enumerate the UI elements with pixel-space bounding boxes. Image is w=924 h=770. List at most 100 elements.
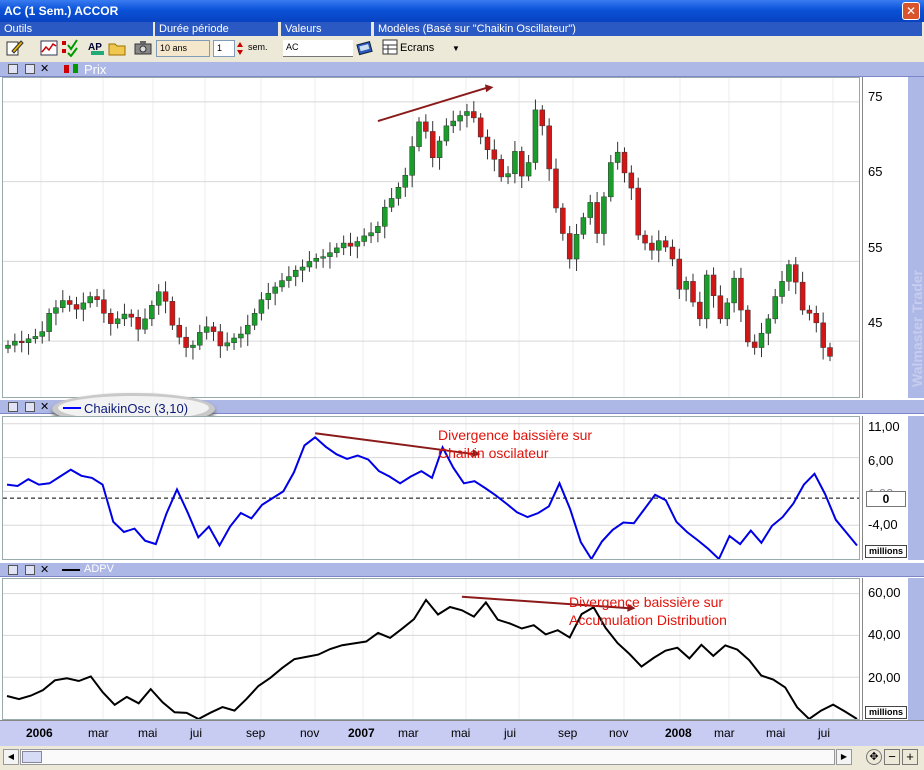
panel-restore-icon[interactable] — [25, 565, 35, 575]
candle-body — [60, 300, 66, 308]
candle-body — [745, 309, 751, 343]
candle-body — [409, 146, 415, 176]
candles-icon — [64, 64, 78, 73]
candle-body — [231, 337, 237, 344]
scroll-right-button[interactable]: ▶ — [836, 749, 852, 765]
chevron-down-icon: ▼ — [452, 44, 460, 53]
checklist-icon[interactable] — [60, 39, 78, 57]
divergence-arrow — [314, 432, 475, 456]
panel-restore-icon[interactable] — [25, 402, 35, 412]
candle-body — [265, 293, 272, 300]
price-tick: 45 — [868, 315, 883, 330]
time-label: sep — [558, 726, 578, 740]
arrow-head-icon — [627, 603, 636, 612]
zoom-in-button[interactable]: + — [902, 749, 918, 765]
chaikin-axis: 11,00 6,00 1,00 -4,00 0 millions — [862, 416, 908, 560]
stepper-arrows-icon[interactable] — [236, 40, 244, 57]
zoom-out-button[interactable]: − — [884, 749, 900, 765]
price-tick: 55 — [868, 240, 883, 255]
move-icon: ✥ — [869, 751, 879, 763]
toolbar-group-duree: Durée période 10 ans 1 sem. — [155, 22, 280, 62]
candle-body — [471, 111, 477, 119]
candle-body — [546, 125, 552, 170]
candle-body — [402, 175, 409, 188]
edit-icon[interactable] — [6, 39, 24, 57]
series-line — [6, 436, 858, 561]
chaikin-plot: Divergence baissière sur Chaikin oscilate… — [2, 416, 860, 561]
candle-body — [197, 332, 203, 346]
candle-body — [827, 347, 833, 357]
scroll-area: ◀ ▶ ✥ − + — [0, 746, 924, 770]
ecrans-select[interactable]: Ecrans ▼ — [400, 40, 464, 57]
candle-body — [121, 313, 128, 320]
candle-body — [279, 280, 285, 288]
candle-body — [443, 125, 450, 142]
candle-body — [519, 151, 525, 177]
panel-close-icon[interactable]: ✕ — [40, 564, 50, 576]
adpv-plot: Divergence baissière sur Accumulation Dis… — [2, 578, 860, 721]
candle-body — [505, 173, 511, 178]
candle-body — [662, 240, 669, 248]
chart-icon[interactable] — [40, 39, 58, 57]
candle-body — [108, 313, 114, 324]
panel-close-icon[interactable]: ✕ — [40, 401, 50, 413]
candle-body — [738, 277, 744, 311]
adpv-tick: 60,00 — [868, 585, 901, 600]
candle-body — [628, 172, 635, 189]
book-icon[interactable] — [356, 39, 374, 57]
candle-body — [676, 258, 683, 290]
chaikin-tick: -4,00 — [868, 517, 898, 532]
duree-field[interactable]: 10 ans — [156, 40, 210, 57]
panel-close-icon[interactable]: ✕ — [40, 63, 50, 75]
candle-body — [142, 318, 148, 330]
candle-body — [786, 264, 792, 282]
adpv-tick: 20,00 — [868, 670, 901, 685]
candle-body — [649, 242, 655, 251]
time-label: mar — [714, 726, 735, 740]
plus-icon: + — [906, 749, 914, 764]
camera-icon[interactable] — [134, 39, 152, 57]
pan-button[interactable]: ✥ — [866, 749, 882, 765]
folder-icon[interactable] — [108, 39, 126, 57]
panel-restore-icon[interactable] — [25, 64, 35, 74]
candle-body — [155, 291, 162, 306]
candle-body — [334, 247, 340, 253]
panel-menu-icon[interactable] — [8, 565, 18, 575]
price-panel-header: ✕ Prix — [0, 62, 924, 77]
price-chart — [3, 78, 859, 397]
panel-menu-icon[interactable] — [8, 64, 18, 74]
candle-body — [292, 269, 299, 277]
time-label: jui — [818, 726, 831, 740]
candle-body — [724, 302, 730, 320]
adpv-annotation-line2: Accumulation Distribution — [569, 612, 727, 628]
candle-body — [162, 291, 169, 302]
candle-body — [477, 117, 484, 138]
time-label: nov — [609, 726, 629, 740]
candle-body — [66, 300, 73, 305]
time-labels: 2006 mar mai jui sep nov 2007 mar mai jui sep nov 20… — [0, 721, 860, 747]
valeurs-field[interactable]: AC — [283, 40, 353, 57]
horizontal-scrollbar[interactable] — [20, 749, 835, 765]
scroll-thumb[interactable] — [22, 751, 42, 763]
candle-body — [614, 151, 621, 163]
chaikin-annotation-line2: Chaikin oscilateur — [438, 445, 549, 461]
candle-body — [553, 168, 559, 209]
adpv-legend-line — [62, 569, 80, 571]
candle-body — [347, 242, 354, 247]
adpv-unit: millions — [865, 706, 907, 719]
chaikin-legend-line — [63, 407, 81, 409]
panel-menu-icon[interactable] — [8, 402, 18, 412]
candle-body — [245, 324, 251, 335]
ap-icon[interactable]: AP — [88, 39, 106, 57]
zero-line-badge: 0 — [866, 491, 906, 507]
candle-body — [25, 338, 32, 344]
close-button[interactable]: ✕ — [902, 2, 920, 20]
scroll-left-button[interactable]: ◀ — [3, 749, 19, 765]
periode-field[interactable]: 1 — [213, 40, 235, 57]
modeles-label: Modèles (Basé sur "Chaikin Oscillateur") — [374, 22, 924, 36]
candle-body — [39, 331, 45, 337]
candle-body — [320, 256, 326, 259]
watermark-strip: Walmaster Trader — [908, 77, 924, 398]
periode-unit[interactable]: sem. — [245, 40, 278, 57]
candle-body — [806, 309, 813, 314]
